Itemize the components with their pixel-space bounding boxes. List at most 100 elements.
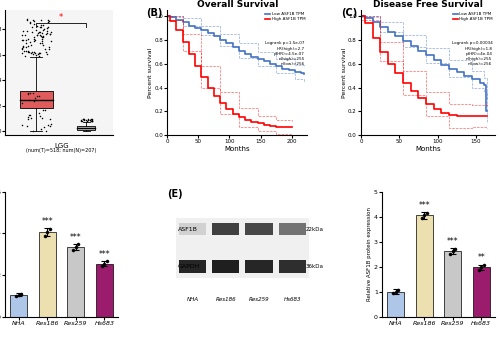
Point: [480, 263, 488, 268]
Point: [38, 34, 46, 40]
Point: [24, 114, 32, 119]
Point: [36, 33, 44, 39]
Point: [82, 118, 90, 123]
Text: (num(T)=518; num(N)=207): (num(T)=518; num(N)=207): [26, 148, 96, 153]
Point: [25, 50, 33, 55]
Text: Logrank p=1.5e-07
HR(high)=2.7
p(HR)=4.5e-07
n(high)=255
n(low)=256: Logrank p=1.5e-07 HR(high)=2.7 p(HR)=4.5…: [265, 41, 304, 66]
Point: [29, 128, 37, 134]
Point: [30, 50, 38, 55]
Point: [103, 258, 111, 264]
Text: Res186: Res186: [216, 297, 236, 302]
Point: [31, 37, 39, 43]
Text: 22kDa: 22kDa: [306, 227, 324, 232]
Point: [24, 116, 32, 121]
Point: [18, 37, 26, 43]
Point: [34, 53, 42, 59]
Point: [14, 292, 22, 298]
Point: [418, 216, 426, 221]
Bar: [179, 223, 206, 236]
Bar: [246, 223, 272, 236]
Point: [44, 123, 52, 128]
Point: [78, 119, 86, 124]
Point: [86, 118, 94, 123]
Point: [38, 36, 46, 42]
Point: [24, 17, 32, 22]
Point: [35, 50, 43, 56]
Point: [19, 43, 27, 48]
Text: ***: ***: [70, 233, 82, 242]
Text: **: **: [478, 253, 485, 263]
Text: NHA: NHA: [186, 297, 198, 302]
Point: [40, 42, 48, 48]
Point: [18, 122, 26, 128]
Point: [24, 91, 32, 96]
Y-axis label: Relative ASF1B protein expression: Relative ASF1B protein expression: [368, 207, 372, 301]
Point: [37, 25, 45, 30]
Point: [80, 117, 88, 123]
Point: [24, 91, 32, 97]
Point: [80, 117, 88, 122]
Point: [88, 119, 96, 124]
Point: [43, 31, 51, 36]
Point: [423, 210, 431, 216]
Point: [84, 118, 92, 124]
Point: [46, 29, 54, 34]
Point: [87, 116, 95, 122]
Bar: [10, 295, 28, 317]
Point: [37, 126, 45, 131]
Point: [36, 114, 44, 119]
Point: [26, 42, 34, 48]
Point: [30, 34, 38, 39]
Point: [474, 267, 482, 272]
Point: [420, 213, 428, 218]
Point: [30, 17, 38, 23]
Y-axis label: Percent survival: Percent survival: [148, 48, 153, 98]
Point: [69, 247, 77, 252]
Point: [26, 21, 34, 26]
Point: [18, 46, 25, 52]
Point: [32, 53, 40, 58]
Point: [22, 28, 30, 33]
Point: [446, 251, 454, 256]
Point: [22, 44, 30, 50]
Bar: [179, 261, 206, 273]
Point: [44, 52, 52, 57]
Point: [44, 19, 52, 24]
Point: [33, 93, 41, 99]
Point: [27, 116, 35, 121]
Point: [19, 37, 27, 43]
Point: [22, 37, 30, 42]
Y-axis label: Percent survival: Percent survival: [342, 48, 346, 98]
Point: [76, 117, 84, 123]
Point: [389, 291, 397, 296]
Point: [28, 52, 36, 57]
Point: [79, 116, 87, 122]
Bar: [212, 223, 240, 236]
Bar: [176, 218, 309, 278]
Point: [30, 19, 38, 24]
Point: [452, 246, 460, 251]
Point: [28, 24, 36, 29]
Point: [20, 49, 28, 54]
Bar: [38, 232, 56, 317]
Point: [394, 287, 402, 293]
Point: [21, 53, 29, 59]
Point: [40, 23, 48, 28]
Point: [38, 40, 46, 46]
Text: ***: ***: [98, 250, 110, 259]
Point: [22, 33, 30, 38]
Point: [46, 226, 54, 232]
Point: [39, 33, 47, 39]
Bar: [246, 261, 272, 273]
Point: [46, 116, 54, 121]
Bar: [278, 261, 306, 273]
Point: [20, 28, 28, 34]
Bar: [212, 261, 240, 273]
Point: [34, 32, 42, 38]
Point: [28, 49, 36, 55]
Point: [44, 25, 52, 30]
Text: *: *: [59, 13, 64, 22]
Point: [33, 33, 41, 38]
Point: [88, 117, 96, 122]
Point: [46, 31, 54, 37]
